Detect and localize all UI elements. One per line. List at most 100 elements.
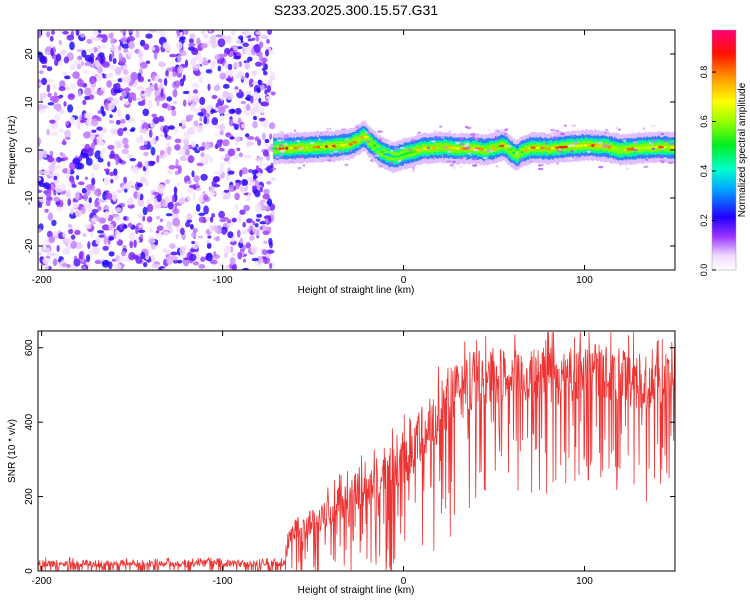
- noise-speckle: [72, 158, 81, 165]
- noise-speckle: [49, 173, 57, 177]
- signal-halo: [667, 161, 674, 164]
- noise-speckle: [245, 72, 250, 79]
- noise-speckle: [259, 41, 264, 48]
- noise-speckle: [144, 160, 149, 169]
- noise-speckle: [252, 120, 258, 129]
- signal-peak: [319, 145, 327, 148]
- noise-speckle: [173, 100, 178, 105]
- signal-halo: [411, 169, 416, 172]
- noise-speckle: [38, 30, 42, 38]
- noise-speckle: [119, 95, 123, 101]
- noise-speckle: [158, 61, 166, 68]
- noise-speckle: [175, 80, 181, 87]
- noise-speckle: [46, 247, 51, 256]
- noise-speckle: [156, 194, 162, 203]
- noise-speckle: [251, 257, 259, 262]
- noise-speckle: [38, 137, 41, 147]
- signal-halo: [555, 129, 560, 133]
- noise-speckle: [203, 154, 211, 160]
- noise-speckle: [265, 96, 273, 100]
- noise-speckle: [198, 57, 203, 66]
- noise-speckle: [163, 231, 170, 236]
- signal-halo: [574, 156, 581, 159]
- colorbar-tick-label: 0.0: [699, 264, 709, 277]
- noise-speckle: [193, 120, 199, 127]
- noise-speckle: [185, 221, 191, 228]
- noise-speckle: [189, 59, 197, 66]
- y-tick-label: 600: [24, 339, 35, 356]
- signal-halo: [604, 131, 607, 135]
- snr-panel: -200 -100 0 100 0 200 400 600 Height of straigh…: [7, 330, 676, 596]
- noise-speckle: [38, 82, 43, 87]
- noise-speckle: [65, 120, 70, 126]
- noise-speckle: [156, 225, 164, 231]
- noise-speckle: [252, 37, 255, 41]
- noise-speckle: [122, 224, 128, 229]
- signal-halo: [596, 141, 603, 145]
- signal-halo: [386, 141, 392, 144]
- noise-speckle: [155, 204, 162, 209]
- noise-speckle: [97, 230, 104, 234]
- noise-speckle: [42, 257, 51, 265]
- noise-speckle: [262, 67, 266, 72]
- noise-speckle: [83, 69, 89, 75]
- noise-speckle: [198, 146, 206, 151]
- noise-speckle: [82, 265, 87, 270]
- noise-speckle: [174, 138, 182, 144]
- noise-speckle: [102, 61, 110, 68]
- noise-speckle: [91, 246, 100, 255]
- noise-speckle: [59, 152, 64, 157]
- noise-speckle: [77, 55, 83, 61]
- signal-halo: [668, 142, 675, 145]
- noise-speckle: [95, 130, 100, 134]
- noise-speckle: [76, 48, 84, 53]
- signal-peak: [396, 155, 401, 158]
- signal-halo: [570, 149, 574, 153]
- noise-speckle: [97, 110, 102, 114]
- noise-speckle: [121, 36, 128, 44]
- signal-peak: [480, 148, 484, 151]
- noise-speckle: [228, 184, 236, 192]
- noise-speckle: [143, 140, 148, 146]
- signal-halo: [472, 148, 479, 152]
- noise-speckle: [186, 213, 193, 222]
- noise-speckle: [124, 100, 130, 106]
- noise-speckle: [46, 84, 51, 93]
- signal-halo: [348, 150, 352, 153]
- noise-speckle: [158, 78, 163, 83]
- signal-band: [554, 142, 556, 152]
- signal-halo: [529, 160, 534, 163]
- noise-speckle: [162, 128, 167, 134]
- noise-speckle: [120, 250, 127, 257]
- noise-speckle: [179, 36, 186, 40]
- noise-speckle: [192, 261, 200, 266]
- signal-halo: [465, 146, 471, 150]
- signal-halo: [280, 151, 284, 155]
- noise-speckle: [39, 70, 44, 74]
- noise-speckle: [165, 213, 173, 217]
- noise-speckle: [258, 97, 262, 104]
- signal-peak: [575, 144, 580, 148]
- noise-speckle: [242, 221, 246, 228]
- signal-halo: [417, 131, 421, 134]
- noise-speckle: [38, 189, 43, 193]
- noise-speckle: [96, 73, 103, 82]
- noise-speckle: [46, 128, 50, 136]
- noise-speckle: [255, 61, 263, 67]
- signal-halo: [446, 160, 452, 163]
- noise-speckle: [191, 125, 196, 130]
- noise-speckle: [44, 190, 52, 197]
- noise-speckle: [137, 161, 143, 168]
- noise-speckle: [98, 217, 107, 224]
- noise-speckle: [77, 181, 85, 186]
- noise-speckle: [258, 51, 263, 60]
- noise-speckle: [209, 192, 217, 196]
- signal-halo: [573, 141, 579, 144]
- noise-speckle: [170, 256, 179, 261]
- noise-speckle: [239, 169, 243, 177]
- noise-speckle: [153, 51, 158, 60]
- noise-speckle: [107, 96, 114, 102]
- signal-peak: [340, 143, 346, 147]
- noise-speckle: [233, 185, 237, 191]
